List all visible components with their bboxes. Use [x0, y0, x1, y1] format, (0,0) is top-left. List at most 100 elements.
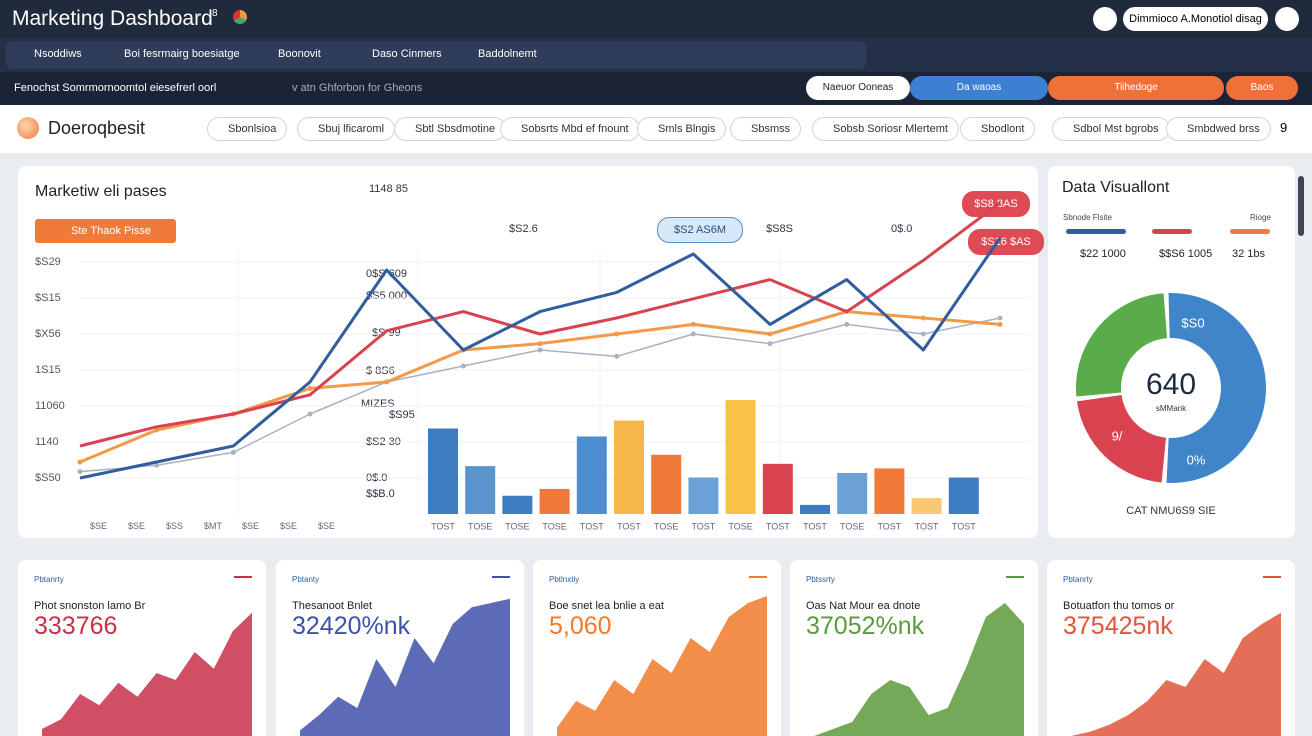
- x-label: $SE: [242, 521, 260, 531]
- x-label: $SE: [280, 521, 298, 531]
- annotation: 0$.0: [891, 223, 913, 235]
- filter-chip[interactable]: Sbonlsioa: [207, 117, 288, 141]
- card-title: Thesanoot Bnlet: [292, 600, 373, 612]
- nav-tab[interactable]: Daso Cinmers: [372, 48, 442, 60]
- annotation: 0$S 609: [366, 268, 407, 280]
- point: [77, 459, 83, 465]
- slice-label: 9/: [1112, 428, 1123, 443]
- panel-button[interactable]: Ste Thaok Pisse: [35, 219, 176, 243]
- user-menu[interactable]: Dimmioco A.Monotiol disag: [1123, 7, 1268, 31]
- filter-chip[interactable]: Sbodlont: [960, 117, 1036, 141]
- nav-tabs: [6, 41, 866, 69]
- pie-slice: [1076, 293, 1168, 397]
- card-value: 375425nk: [1063, 612, 1173, 640]
- toolbar-button[interactable]: Da waoas: [910, 76, 1048, 100]
- toolbar-button[interactable]: Tiihedoge: [1048, 76, 1224, 100]
- legend-label: Sbnode Flsite: [1063, 213, 1112, 222]
- x-label: $SE: [318, 521, 336, 531]
- point: [767, 341, 773, 347]
- line-series: [79, 237, 1002, 480]
- card-value: 333766: [34, 612, 118, 640]
- bar: [874, 468, 905, 514]
- filter-chip[interactable]: Sbtl Sbsdmotine: [394, 117, 507, 141]
- filter-chip[interactable]: Sbuj lficaroml: [297, 117, 396, 141]
- point: [307, 411, 313, 417]
- point: [690, 331, 696, 337]
- stat: 32 1bs: [1232, 248, 1266, 260]
- annotation: $S8S: [766, 223, 793, 235]
- x-tick-label: TOSE: [505, 521, 529, 531]
- stat: $$S6 1005: [1159, 248, 1213, 260]
- card-label: Pbtanty: [292, 575, 320, 584]
- card-label: Pbtanrty: [1063, 575, 1093, 584]
- bar: [725, 400, 756, 514]
- icon-button[interactable]: [1093, 7, 1117, 31]
- point: [614, 353, 620, 359]
- x-label: $MT: [204, 521, 222, 531]
- legend-bar: [1230, 229, 1270, 234]
- toolbar-button[interactable]: Baos: [1226, 76, 1298, 100]
- annotation: 1148 85: [369, 183, 408, 195]
- card-label: Pbtlnxtiy: [549, 575, 580, 584]
- x-tick-label: TOSE: [654, 521, 678, 531]
- filter-chip[interactable]: Sobsb Soriosr Mlertemt: [812, 117, 959, 141]
- bar: [539, 488, 570, 514]
- card-accent: [1006, 576, 1024, 578]
- legend-bar: [1066, 229, 1126, 234]
- nav-tab[interactable]: Boi fesrmairg boesiatge: [124, 48, 240, 60]
- annotation: $S5 000: [366, 290, 407, 302]
- x-tick-label: TOSE: [840, 521, 864, 531]
- point: [997, 321, 1003, 327]
- toolbar-button[interactable]: Naeuor Ooneas: [806, 76, 910, 100]
- point: [920, 331, 926, 337]
- point: [537, 341, 543, 347]
- x-tick-label: TOST: [803, 521, 827, 531]
- nav-tab[interactable]: Baddolnemt: [478, 48, 537, 60]
- chip-more: 9: [1280, 120, 1288, 135]
- bar: [428, 428, 458, 514]
- bar: [837, 472, 868, 514]
- card-accent: [492, 576, 510, 578]
- bar: [576, 436, 607, 514]
- point: [614, 331, 620, 337]
- filter-chip[interactable]: Smbdwed brss: [1166, 117, 1271, 141]
- x-label: $SS: [166, 521, 184, 531]
- x-tick-label: TOSE: [468, 521, 492, 531]
- sparkline-area: [1071, 612, 1281, 736]
- point: [844, 321, 850, 327]
- card-title: Oas Nat Mour ea dnote: [806, 600, 921, 612]
- filter-chip[interactable]: Sdbol Mst bgrobs: [1052, 117, 1170, 141]
- donut-center: 640: [1146, 368, 1196, 401]
- donut-sub: sMMank: [1156, 404, 1187, 413]
- point: [920, 315, 926, 321]
- app-title: Marketing Dashboard: [12, 7, 213, 30]
- callout: $S2 AS6M: [657, 217, 743, 243]
- annotation: $$B.0: [366, 488, 395, 500]
- filter-chip[interactable]: Smls Blngis: [637, 117, 727, 141]
- donut-hole: [1122, 339, 1220, 437]
- point: [154, 462, 160, 468]
- x-tick-label: TOST: [952, 521, 976, 531]
- x-tick-label: TOST: [915, 521, 939, 531]
- nav-tab[interactable]: Boonovit: [278, 48, 321, 60]
- filter-chip[interactable]: Sbsmss: [730, 117, 802, 141]
- sparkline-area: [557, 596, 767, 736]
- bar: [688, 477, 719, 514]
- bar: [948, 477, 979, 514]
- bar: [614, 420, 644, 514]
- y-label: 1140: [35, 436, 59, 448]
- point: [767, 331, 773, 337]
- slice-label: 0%: [1194, 353, 1213, 368]
- toolbar-hint: v atn Ghforbon for Gheons: [292, 82, 423, 94]
- point: [77, 469, 83, 475]
- panel-footer: CAT NMU6S9 SIE: [1126, 505, 1215, 517]
- card-title: Phot snonston lamo Br: [34, 600, 146, 612]
- icon-button[interactable]: [1275, 7, 1299, 31]
- point: [384, 379, 390, 385]
- annotation: MIZES: [361, 398, 395, 410]
- nav-tab[interactable]: Nsoddiws: [34, 48, 82, 60]
- x-tick-label: TOST: [431, 521, 455, 531]
- filter-chip[interactable]: Sobsrts Mbd ef fnount: [500, 117, 640, 141]
- y-label: 1S15: [35, 364, 61, 376]
